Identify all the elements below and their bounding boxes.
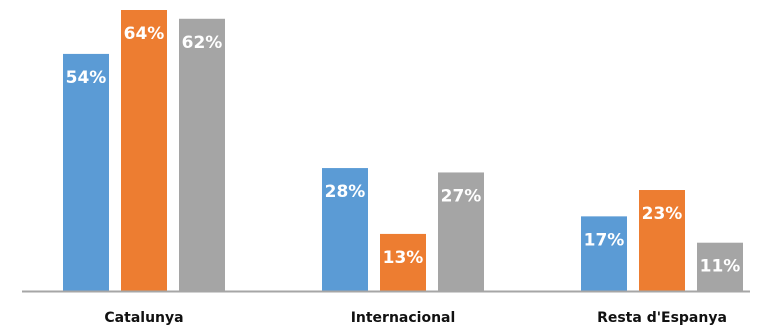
category-label-0: Catalunya xyxy=(104,310,183,326)
bar-0-2 xyxy=(179,18,225,291)
data-label-2-0: 17% xyxy=(584,230,625,250)
data-label-0-1: 64% xyxy=(124,24,165,44)
bar-1-0 xyxy=(322,168,368,291)
data-label-2-1: 23% xyxy=(642,204,683,224)
data-label-0-2: 62% xyxy=(182,33,223,53)
category-labels-group: Catalunya Internacional Resta d'Espanya xyxy=(104,310,727,326)
data-labels-group: 54% 64% 62% 28% 13% 27% 17% 23% 11% xyxy=(66,24,741,277)
category-label-2: Resta d'Espanya xyxy=(597,310,727,326)
data-label-1-1: 13% xyxy=(383,248,424,268)
data-label-1-0: 28% xyxy=(325,182,366,202)
category-label-1: Internacional xyxy=(351,310,456,326)
bar-2-0 xyxy=(581,216,627,291)
bar-0-0 xyxy=(63,53,109,291)
bars-group xyxy=(63,10,743,291)
data-label-0-0: 54% xyxy=(66,68,107,88)
data-label-2-2: 11% xyxy=(700,257,741,277)
bar-2-2 xyxy=(697,242,743,291)
bar-0-1 xyxy=(121,10,167,291)
bar-1-1 xyxy=(380,233,426,291)
data-label-1-2: 27% xyxy=(441,186,482,206)
bar-2-1 xyxy=(639,190,685,291)
bar-1-2 xyxy=(438,172,484,291)
